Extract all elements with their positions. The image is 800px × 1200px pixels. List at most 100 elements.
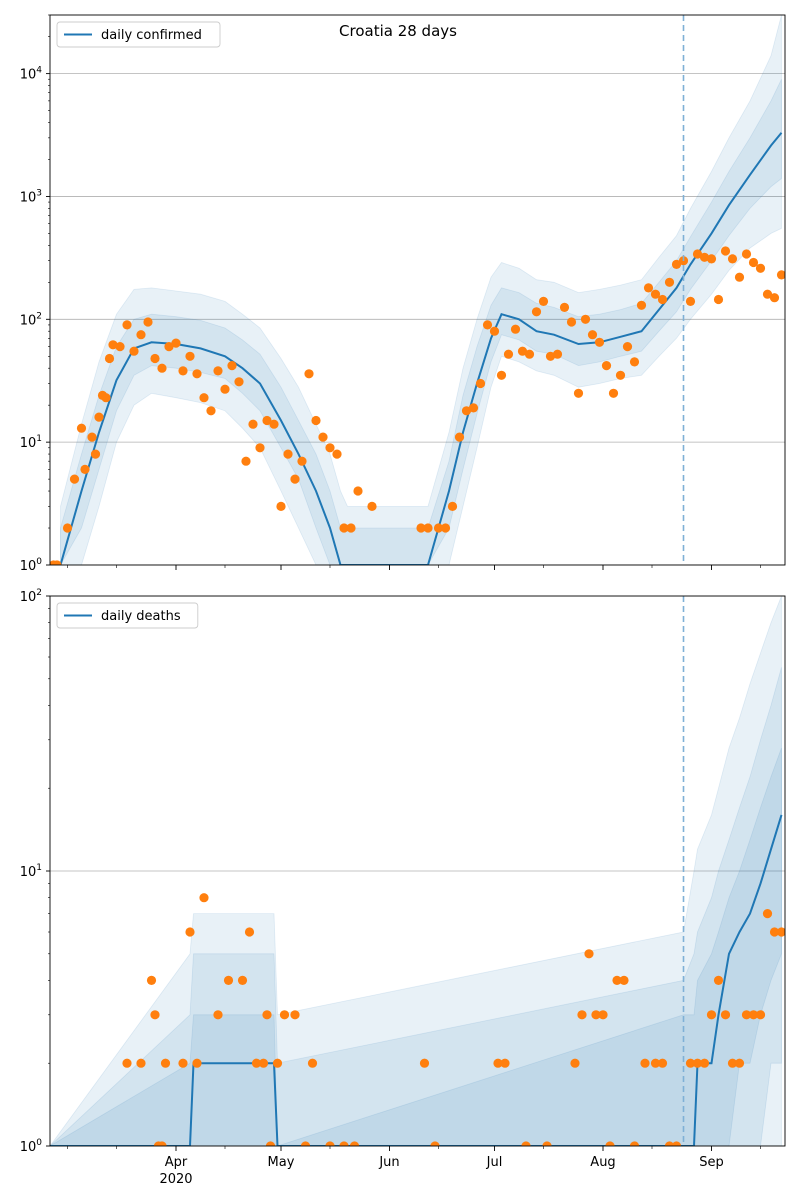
data-point xyxy=(206,406,216,416)
data-point xyxy=(552,349,563,359)
legend-box xyxy=(56,21,221,48)
data-point xyxy=(136,1058,146,1068)
data-point xyxy=(248,419,258,429)
data-point xyxy=(671,259,682,269)
data-point xyxy=(325,1141,335,1146)
legend-label: daily confirmed xyxy=(101,28,202,43)
data-point xyxy=(353,486,363,496)
data-point xyxy=(622,342,633,352)
data-point xyxy=(619,975,629,986)
data-point xyxy=(157,363,167,373)
data-point xyxy=(489,326,500,336)
data-point xyxy=(636,300,647,310)
data-point xyxy=(300,1141,311,1146)
data-point xyxy=(685,1058,696,1068)
data-point xyxy=(755,1010,766,1020)
data-point xyxy=(171,338,181,348)
data-point xyxy=(416,523,426,533)
x-tick-label: Apr xyxy=(165,1155,188,1170)
data-point xyxy=(143,317,153,327)
data-point xyxy=(650,289,661,299)
data-point xyxy=(521,1141,531,1146)
data-point xyxy=(241,456,251,466)
y-tick-label: 102 xyxy=(20,311,42,328)
data-point xyxy=(304,369,314,379)
data-point xyxy=(510,324,521,334)
data-point xyxy=(150,1010,160,1020)
data-point xyxy=(447,501,458,511)
model-line xyxy=(59,132,783,565)
data-point xyxy=(136,330,146,340)
data-point xyxy=(122,320,132,330)
y-tick-exponent: 0 xyxy=(36,557,42,567)
y-tick-exponent: 2 xyxy=(36,311,42,321)
data-point xyxy=(570,1058,580,1068)
data-point xyxy=(62,523,73,533)
data-point xyxy=(104,353,115,364)
data-point xyxy=(178,1058,188,1068)
data-point xyxy=(538,296,549,306)
legend: daily confirmed xyxy=(56,21,221,48)
y-tick-label: 101 xyxy=(20,863,42,880)
data-point xyxy=(192,1058,202,1068)
data-point xyxy=(262,1010,272,1020)
data-point xyxy=(475,378,486,389)
legend-box xyxy=(56,602,199,629)
data-point xyxy=(577,1010,587,1020)
data-point xyxy=(255,443,265,453)
data-point xyxy=(461,406,472,416)
data-point xyxy=(339,523,349,533)
data-point xyxy=(265,1141,276,1146)
data-point xyxy=(269,419,279,429)
data-point xyxy=(699,252,710,262)
data-point xyxy=(258,1058,269,1068)
data-point xyxy=(423,523,433,533)
data-point xyxy=(524,349,535,359)
x-tick-label: Sep xyxy=(699,1155,724,1170)
data-point xyxy=(192,369,202,379)
y-tick-exponent: 0 xyxy=(36,1138,42,1148)
data-point xyxy=(671,1141,682,1146)
data-point xyxy=(150,353,160,364)
data-point xyxy=(608,388,619,398)
data-point xyxy=(290,1010,300,1020)
data-point xyxy=(482,320,493,330)
data-point xyxy=(332,449,342,459)
data-point xyxy=(94,412,104,422)
data-point xyxy=(776,270,785,280)
data-point xyxy=(741,1010,752,1020)
data-point xyxy=(311,415,321,426)
data-point xyxy=(657,294,668,305)
y-tick-exponent: 1 xyxy=(36,434,42,444)
x-tick-label: Jul xyxy=(486,1155,503,1170)
data-point xyxy=(108,340,118,350)
y-tick-exponent: 2 xyxy=(36,588,42,598)
data-point xyxy=(325,443,335,453)
data-point xyxy=(468,403,479,413)
data-point xyxy=(692,249,703,259)
uncertainty-band xyxy=(50,747,782,1146)
data-point xyxy=(160,1058,171,1068)
data-point xyxy=(146,975,157,986)
axes-frame xyxy=(49,14,786,566)
x-tick-label: Aug xyxy=(590,1155,615,1170)
data-point xyxy=(251,1058,262,1068)
data-point xyxy=(748,1010,759,1020)
data-point xyxy=(115,342,125,352)
y-tick-exponent: 3 xyxy=(36,188,42,198)
data-point xyxy=(318,432,328,442)
data-point xyxy=(227,361,237,371)
plot-area xyxy=(50,596,785,1146)
data-point xyxy=(664,1141,675,1146)
data-point xyxy=(185,927,195,937)
data-point xyxy=(612,975,622,986)
uncertainty-band xyxy=(50,667,782,1146)
data-point xyxy=(713,975,724,986)
data-point xyxy=(517,346,528,356)
data-point xyxy=(587,330,598,340)
data-point xyxy=(601,361,612,371)
data-point xyxy=(199,893,209,903)
data-point xyxy=(755,263,766,273)
data-point xyxy=(272,1058,283,1068)
